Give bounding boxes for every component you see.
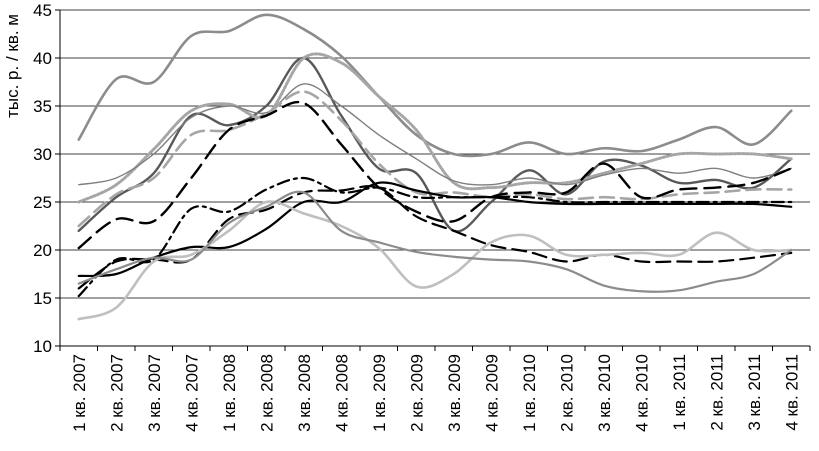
x-tick-label: 3 кв. 2008 [295, 354, 314, 432]
y-axis-label: тыс. р. / кв. м [3, 14, 22, 118]
x-tick-labels: 1 кв. 2007 2 кв. 2007 3 кв. 2007 4 кв. 2007… [70, 354, 802, 432]
series-line-3 [77, 52, 793, 204]
x-tick-label: 4 кв. 2009 [482, 354, 501, 432]
x-tick-label: 4 кв. 2008 [332, 354, 351, 432]
x-tick-label: 4 кв. 2011 [782, 354, 801, 431]
series-lines [77, 13, 793, 321]
x-tick-label: 1 кв. 2011 [670, 354, 689, 431]
series-line-10 [77, 200, 793, 321]
gridlines [55, 9, 811, 351]
y-tick-label: 35 [33, 97, 52, 116]
y-tick-label: 45 [33, 1, 52, 20]
x-tick-label: 1 кв. 2008 [220, 354, 239, 432]
y-tick-label: 30 [33, 145, 52, 164]
x-tick-label: 1 кв. 2007 [70, 354, 89, 432]
x-tick-label: 2 кв. 2010 [557, 354, 576, 432]
series-line-6 [77, 100, 793, 250]
series-line-1 [77, 13, 793, 158]
series-line-7 [77, 181, 793, 278]
series-line-8 [77, 176, 793, 298]
x-tick-label: 2 кв. 2008 [257, 354, 276, 432]
x-tick-label: 3 кв. 2011 [745, 354, 764, 431]
y-tick-label: 40 [33, 49, 52, 68]
x-tick-label: 1 кв. 2009 [370, 354, 389, 432]
x-tick-label: 2 кв. 2009 [407, 354, 426, 432]
x-tick-label: 3 кв. 2010 [595, 354, 614, 432]
y-tick-labels: 10 15 20 25 30 35 40 45 [33, 1, 52, 356]
axes [59, 10, 810, 347]
series-line-4 [78, 83, 792, 186]
y-tick-label: 25 [33, 193, 52, 212]
y-tick-label: 20 [33, 241, 52, 260]
series-line-11 [77, 190, 793, 293]
x-tick-label: 4 кв. 2010 [632, 354, 651, 432]
y-tick-label: 15 [33, 289, 52, 308]
y-tick-label: 10 [33, 337, 52, 356]
x-tick-label: 1 кв. 2010 [520, 354, 539, 432]
x-tick-label: 4 кв. 2007 [182, 354, 201, 432]
x-tick-label: 2 кв. 2011 [707, 354, 726, 431]
x-tick-label: 2 кв. 2007 [107, 354, 126, 432]
x-tick-label: 3 кв. 2009 [445, 354, 464, 432]
x-tick-label: 3 кв. 2007 [145, 354, 164, 432]
series-line-2 [77, 56, 793, 233]
